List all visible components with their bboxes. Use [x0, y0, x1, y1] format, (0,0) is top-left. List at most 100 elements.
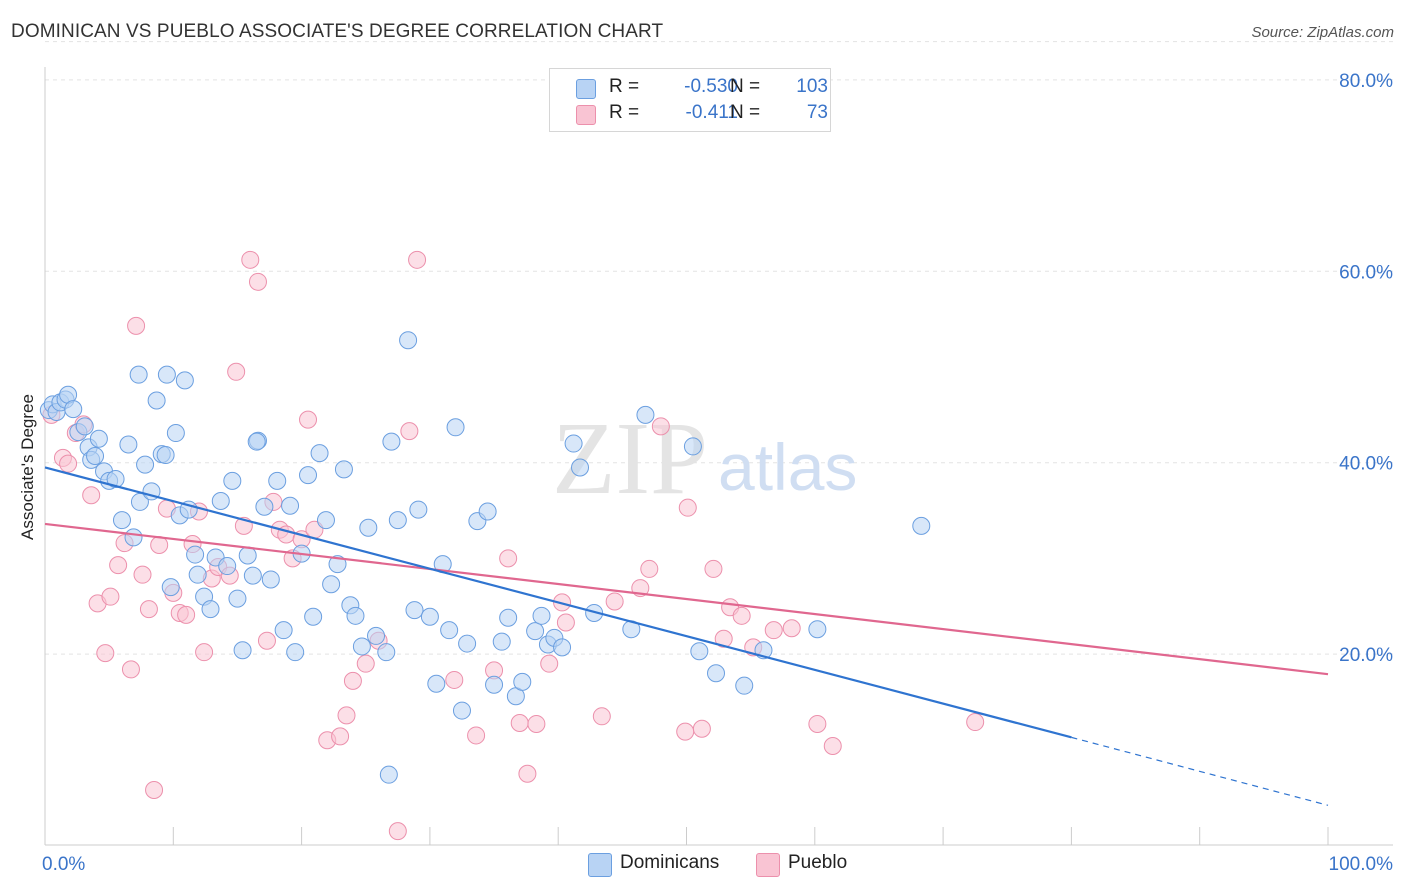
pueblo-point [241, 250, 260, 269]
legend-swatch-blue [576, 79, 596, 99]
dominicans-point [238, 546, 257, 565]
pueblo-point [510, 714, 529, 733]
dominicans-point [571, 458, 590, 477]
pueblo-point [139, 600, 158, 619]
axes [44, 67, 1393, 846]
dominicans-point [382, 432, 401, 451]
dominicans-point [89, 429, 108, 448]
dominicans-point [553, 638, 572, 657]
dominicans-point [233, 641, 252, 660]
pueblo-point [331, 727, 350, 746]
dominicans-point [328, 555, 347, 574]
dominicans-point [399, 331, 418, 350]
legend-swatch-dominicans [588, 853, 612, 877]
dominicans-point [243, 566, 262, 585]
chart-title: DOMINICAN VS PUEBLO ASSOCIATE'S DEGREE C… [11, 21, 664, 42]
tick-labels: 20.0% 40.0% 60.0% 80.0% 0.0% 100.0% [42, 71, 1393, 875]
pueblo-point [356, 654, 375, 673]
dominicans-point [201, 600, 220, 619]
dominicans-point [316, 511, 335, 530]
pueblo-point [651, 417, 670, 436]
pueblo-point [764, 621, 783, 640]
dominicans-point [420, 607, 439, 626]
legend-n-label: N = [730, 102, 761, 123]
dominicans-point [388, 511, 407, 530]
dominicans-point [211, 491, 230, 510]
dominicans-point [452, 701, 471, 720]
y-tick-label: 20.0% [1339, 645, 1393, 666]
dominicans-point [352, 637, 371, 656]
pueblo-point [499, 549, 518, 568]
dominicans-point [485, 675, 504, 694]
dominicans-point [106, 469, 125, 488]
dominicans-point [304, 607, 323, 626]
legend-row-dominicans: R = -0.530 N = 103 [576, 75, 828, 101]
dominicans-point [299, 466, 318, 485]
dominicans-point [405, 601, 424, 620]
dominicans-point [274, 621, 293, 640]
dominicans-point [334, 460, 353, 479]
pueblo-point [121, 660, 140, 679]
dominicans-trend-extension [1071, 736, 1329, 806]
pueblo-point [59, 454, 78, 473]
dominicans-point [636, 405, 655, 424]
pueblo-point [527, 714, 546, 733]
dominicans-point [359, 518, 378, 537]
dominicans-points [39, 331, 931, 784]
x-tick-label: 100.0% [1329, 854, 1394, 875]
pueblo-point [732, 606, 751, 625]
pueblo-point [445, 670, 464, 689]
dominicans-point [526, 622, 545, 641]
legend-label-pueblo: Pueblo [788, 852, 848, 873]
pueblo-point [109, 556, 128, 575]
dominicans-point [218, 557, 237, 576]
dominicans-point [188, 565, 207, 584]
dominicans-point [409, 500, 428, 519]
dominicans-point [683, 437, 702, 456]
dominicans-point [322, 575, 341, 594]
dominicans-point [912, 516, 931, 535]
dominicans-point [808, 620, 827, 639]
dominicans-point [446, 418, 465, 437]
dominicans-point [379, 765, 398, 784]
legend-label-dominicans: Dominicans [620, 852, 720, 873]
dominicans-point [261, 570, 280, 589]
pueblo-point [133, 565, 152, 584]
watermark-atlas: atlas [718, 430, 857, 504]
pueblo-point [605, 592, 624, 611]
pueblo-point [540, 654, 559, 673]
pueblo-point [101, 587, 120, 606]
legend-swatch-pink [576, 105, 596, 125]
pueblo-point [518, 764, 537, 783]
dominicans-point [286, 643, 305, 662]
dominicans-point [255, 497, 274, 516]
pueblo-point [678, 498, 697, 517]
pueblo-trend-line [44, 522, 1329, 676]
dominicans-point [166, 424, 185, 443]
y-tick-label: 60.0% [1339, 262, 1393, 283]
legend-r-value: -0.530 [684, 76, 738, 97]
pueblo-point [388, 822, 407, 841]
pueblo-point [248, 272, 267, 291]
dominicans-point [707, 664, 726, 683]
pueblo-point [227, 362, 246, 381]
dominicans-point [310, 444, 329, 463]
legend-r-label: R = [609, 102, 640, 123]
dominicans-point [124, 528, 143, 547]
pueblo-point [467, 726, 486, 745]
dominicans-point [223, 471, 242, 490]
trend-lines [44, 466, 1329, 806]
pueblo-point [257, 631, 276, 650]
dominicans-point [228, 589, 247, 608]
dominicans-point [427, 674, 446, 693]
dominicans-point [147, 391, 166, 410]
pueblo-point [704, 559, 723, 578]
pueblo-point [966, 713, 985, 732]
pueblo-point [177, 605, 196, 624]
dominicans-point [478, 502, 497, 521]
legend-swatch-pueblo [756, 853, 780, 877]
dominicans-point [161, 578, 180, 597]
dominicans-point [346, 606, 365, 625]
y-tick-label: 80.0% [1339, 71, 1393, 92]
dominicans-point [513, 672, 532, 691]
